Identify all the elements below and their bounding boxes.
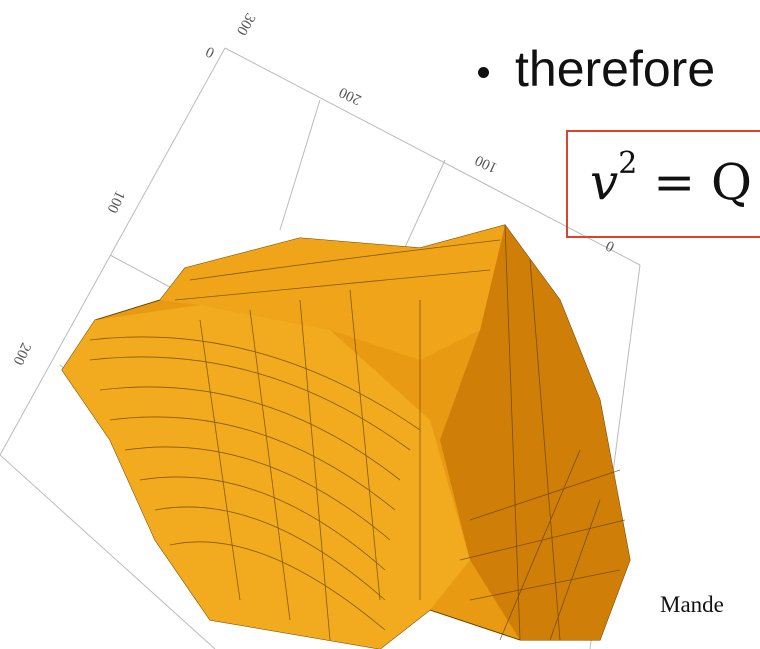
- bullet-point: therefore: [478, 40, 715, 98]
- axis-tick-label: 200: [10, 340, 34, 367]
- axis-tick-label: 0: [204, 43, 218, 61]
- bullet-dot: [478, 67, 489, 79]
- equation: v2 = Q: [590, 146, 752, 211]
- eq-exponent: 2: [618, 146, 638, 181]
- axis-tick-label: 100: [104, 188, 128, 215]
- eq-base: v: [590, 153, 619, 211]
- axis-tick-label: 200: [337, 84, 364, 108]
- equation-box: v2 = Q: [566, 130, 760, 238]
- eq-rest: = Q: [653, 153, 753, 211]
- surface: [61, 224, 631, 649]
- axis-tick-label: 300: [233, 10, 258, 37]
- credit: Mande: [660, 592, 724, 617]
- bullet-text: therefore: [515, 41, 716, 97]
- axis-tick-label: 100: [473, 152, 500, 176]
